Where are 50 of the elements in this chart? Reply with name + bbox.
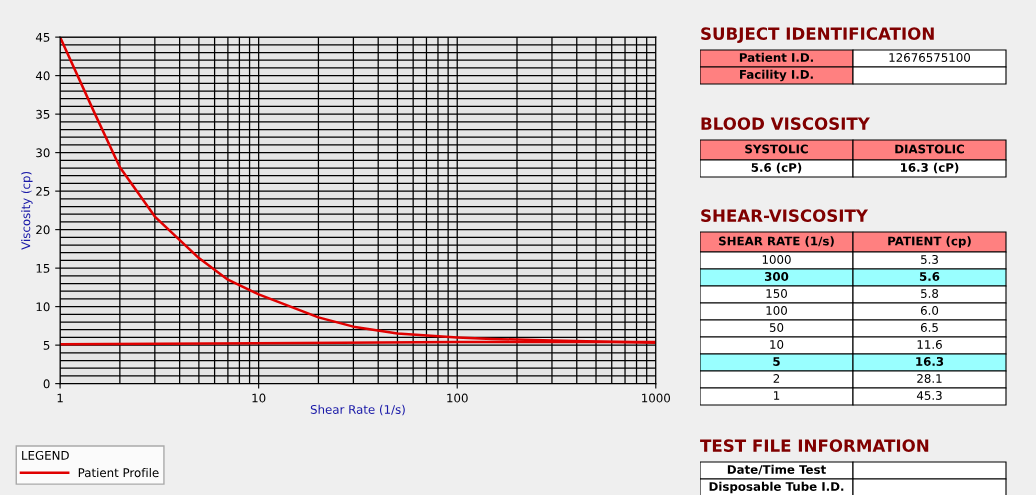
x-tick-label: 1 — [57, 393, 63, 403]
y-tick-label: 0 — [43, 379, 50, 389]
y-tick-label: 40 — [35, 71, 50, 81]
text: 5.3 — [921, 255, 938, 264]
y-tick-label: 10 — [36, 302, 50, 312]
text: 10 — [770, 340, 784, 349]
legend-label: Patient Profile — [78, 468, 159, 478]
y-tick-label: 15 — [36, 264, 50, 273]
text: 45.3 — [916, 391, 942, 400]
y-tick-label: 30 — [36, 148, 50, 158]
text: 300 — [764, 272, 789, 281]
text: 5 — [773, 357, 780, 366]
y-tick-label: 5 — [43, 341, 50, 350]
text: 5.6 — [919, 272, 940, 281]
y-tick-label: 35 — [36, 109, 50, 119]
category-label: SYSTOLIC — [745, 144, 808, 154]
text: 12676575100 — [889, 53, 971, 62]
text: 2 — [773, 374, 780, 383]
x-tick-label: 100 — [447, 393, 468, 403]
y-axis-title: Viscosity (cp) — [21, 171, 33, 250]
text: 5.8 — [921, 289, 939, 298]
category-label: Facility I.D. — [740, 69, 813, 82]
x-axis-title: Shear Rate (1/s) — [310, 404, 405, 416]
text: 6.0 — [920, 306, 939, 315]
text: 16.3 (cP) — [900, 162, 959, 174]
text: 100 — [766, 306, 787, 315]
y-tick-label: 20 — [36, 225, 50, 235]
text: SUBJECT IDENTIFICATION — [701, 27, 934, 43]
text: 28.1 — [917, 374, 942, 383]
text: BLOOD VISCOSITY — [701, 117, 870, 130]
text: 5.6 (cP) — [751, 162, 802, 174]
category-label: Date/Time Test — [727, 464, 826, 475]
x-tick-label: 1000 — [642, 393, 671, 403]
text: 16.3 — [916, 357, 944, 366]
legend-title: LEGEND — [22, 450, 69, 460]
text: 11.6 — [917, 340, 942, 349]
text: SHEAR-VISCOSITY — [701, 209, 869, 222]
category-label: SHEAR RATE (1/s) — [719, 236, 834, 247]
category-label: DIASTOLIC — [895, 144, 964, 154]
x-tick-label: 10 — [252, 393, 266, 403]
y-tick-label: 45 — [35, 33, 50, 42]
category-label: Patient I.D. — [739, 52, 813, 62]
text: 6.5 — [920, 323, 938, 332]
text: 1000 — [762, 255, 791, 264]
category-label: PATIENT (cp) — [888, 236, 971, 248]
text: 150 — [766, 289, 787, 298]
y-tick-label: 25 — [36, 186, 50, 196]
category-label: Disposable Tube I.D. — [709, 481, 844, 494]
text: TEST FILE INFORMATION — [700, 439, 929, 452]
text: 50 — [769, 323, 784, 332]
